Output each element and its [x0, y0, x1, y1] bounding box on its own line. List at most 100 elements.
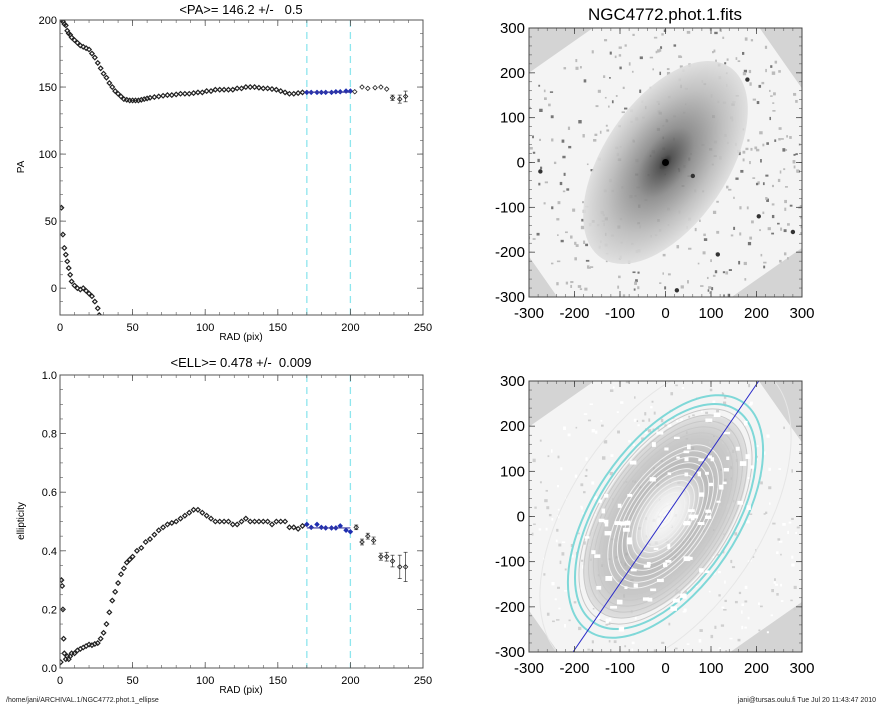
noise-pixel [767, 227, 771, 231]
data-point [203, 512, 210, 519]
noise-pixel [722, 36, 725, 39]
noise-pixel [847, 191, 850, 193]
noise-pixel [832, 161, 835, 163]
x-tick-label: 100 [196, 322, 214, 334]
y-tick-label: 300 [500, 373, 525, 390]
data-point [91, 54, 98, 61]
noise-pixel [609, 389, 614, 392]
noise-pixel [602, 345, 605, 347]
y-tick-label: 0 [51, 283, 57, 295]
data-point [190, 90, 197, 97]
noise-pixel [558, 543, 562, 547]
noise-pixel [553, 161, 557, 165]
noise-pixel [750, 147, 753, 151]
noise-pixel [825, 585, 827, 588]
noise-pixel [613, 640, 617, 644]
noise-pixel [526, 190, 529, 193]
noise-pixel [608, 105, 610, 108]
noise-pixel [522, 131, 525, 133]
noise-pixel [806, 177, 808, 179]
noise-pixel [702, 251, 706, 255]
noise-pixel [787, 223, 790, 226]
data-point [181, 512, 188, 519]
noise-pixel [763, 261, 767, 264]
noise-pixel [636, 349, 639, 352]
noise-pixel [793, 153, 796, 156]
noise-pixel [622, 86, 625, 90]
noise-pixel [507, 146, 509, 148]
noise-pixel [742, 150, 746, 154]
noise-pixel [755, 148, 760, 152]
mask-block [653, 547, 659, 550]
noise-pixel [728, 188, 732, 191]
mask-block [708, 482, 714, 487]
noise-pixel [771, 203, 775, 206]
noise-pixel [486, 477, 488, 480]
noise-pixel [682, 610, 686, 613]
noise-pixel [567, 433, 571, 437]
x-tick-label: 0 [661, 305, 669, 322]
noise-pixel [491, 504, 494, 507]
noise-pixel [737, 638, 741, 642]
noise-pixel [770, 65, 773, 68]
data-point [120, 565, 127, 572]
mask-block [601, 508, 606, 514]
noise-pixel [543, 89, 546, 93]
noise-pixel [698, 374, 700, 377]
plot-area [60, 375, 409, 668]
data-point [295, 525, 302, 532]
noise-pixel [780, 583, 783, 587]
noise-pixel [684, 590, 687, 594]
noise-pixel [583, 79, 587, 83]
noise-pixel [559, 181, 563, 186]
noise-pixel [799, 205, 802, 208]
noise-pixel [743, 69, 748, 73]
noise-pixel [564, 624, 566, 628]
noise-pixel [661, 641, 665, 644]
noise-pixel [654, 680, 657, 683]
noise-pixel [580, 225, 585, 230]
noise-pixel [723, 395, 727, 399]
noise-pixel [579, 66, 582, 69]
noise-pixel [804, 561, 806, 564]
noise-pixel [752, 177, 756, 179]
noise-pixel [667, 273, 671, 276]
noise-pixel [678, 355, 681, 358]
noise-pixel [600, 419, 603, 422]
noise-pixel [777, 222, 780, 225]
x-tick-label: 0 [661, 660, 669, 677]
data-point [290, 524, 297, 531]
noise-pixel [628, 440, 631, 443]
mask-block [633, 583, 638, 588]
noise-pixel [756, 101, 760, 105]
noise-pixel [570, 284, 573, 288]
noise-pixel [648, 418, 651, 422]
noise-pixel [525, 485, 528, 487]
noise-pixel [683, 608, 687, 612]
noise-pixel [540, 166, 543, 170]
noise-pixel [784, 186, 788, 188]
data-point [199, 89, 206, 96]
data-point [347, 528, 354, 535]
noise-pixel [563, 426, 566, 430]
noise-pixel [742, 72, 747, 76]
noise-pixel [696, 337, 698, 339]
mask-block [596, 616, 601, 620]
noise-pixel [609, 77, 611, 79]
noise-pixel [632, 443, 635, 446]
noise-pixel [591, 428, 595, 433]
noise-pixel [674, 343, 676, 346]
noise-pixel [483, 506, 486, 509]
noise-pixel [551, 581, 555, 586]
noise-pixel [564, 590, 567, 592]
noise-pixel [577, 285, 582, 288]
image-title: NGC4772.phot.1.fits [588, 5, 742, 24]
noise-pixel [636, 310, 639, 313]
y-tick-label: 200 [39, 15, 57, 27]
mask-block [697, 471, 702, 477]
data-point [186, 509, 193, 516]
mask-block [683, 450, 690, 454]
noise-pixel [572, 208, 576, 212]
data-point [207, 88, 215, 95]
noise-pixel [721, 372, 723, 374]
